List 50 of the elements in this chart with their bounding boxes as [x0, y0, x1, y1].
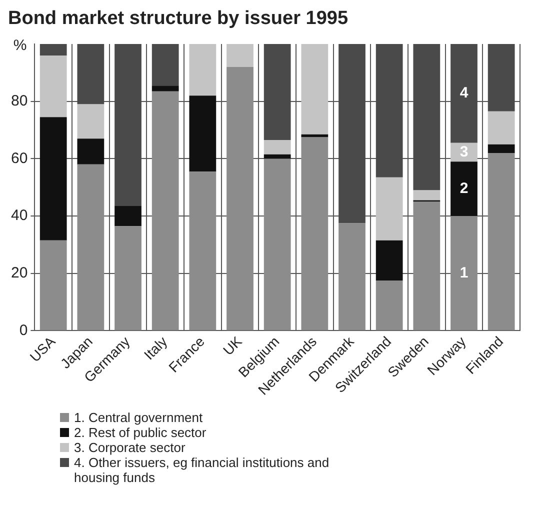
bar: [264, 154, 291, 159]
bar: [77, 164, 104, 330]
y-tick-label: 20: [10, 264, 28, 282]
bar: [450, 162, 478, 216]
bar: [338, 223, 366, 330]
bar: [189, 96, 216, 172]
bar: [226, 44, 254, 67]
bar: [301, 44, 328, 134]
bar: [376, 240, 403, 281]
legend-label: 4. Other issuers, eg financial institutions and housing funds: [74, 455, 330, 485]
bar: [40, 55, 67, 118]
bar: [40, 44, 67, 56]
annotation: 4: [460, 84, 469, 102]
legend-label: 1. Central government: [74, 410, 203, 425]
chart-title: Bond market structure by issuer 1995: [8, 8, 350, 30]
bar: [488, 111, 515, 144]
bar: [264, 158, 291, 330]
y-tick-label: 60: [10, 150, 28, 167]
bar: [189, 44, 216, 96]
bar: [114, 206, 142, 226]
bar: [376, 280, 403, 330]
bar: [488, 144, 515, 153]
bar: [488, 152, 515, 330]
bar: [114, 226, 142, 330]
annotation: 1: [460, 264, 468, 282]
bar: [40, 240, 67, 330]
bar: [152, 44, 179, 86]
annotation: 3: [460, 143, 468, 160]
y-tick-label: 40: [10, 207, 28, 224]
bar: [264, 140, 291, 154]
bar: [152, 86, 179, 92]
bar: [450, 216, 478, 330]
bar: [77, 138, 104, 164]
x-tick-label: Italy: [140, 333, 170, 363]
y-tick-label: 0: [19, 322, 28, 339]
bar: [301, 137, 328, 330]
y-tick-label: 80: [10, 92, 28, 110]
bar: [226, 66, 254, 330]
bar: [413, 190, 440, 200]
x-tick-label: USA: [26, 332, 59, 365]
bar: [77, 104, 104, 139]
bar: [376, 177, 403, 240]
bar: [189, 172, 216, 330]
bar: [152, 91, 179, 330]
bar: [413, 202, 440, 330]
legend-label: 2. Rest of public sector: [74, 425, 206, 440]
y-axis-title: %: [13, 37, 27, 54]
bar: [40, 117, 67, 240]
legend-label: 3. Corporate sector: [74, 440, 186, 455]
annotation: 2: [460, 180, 468, 197]
